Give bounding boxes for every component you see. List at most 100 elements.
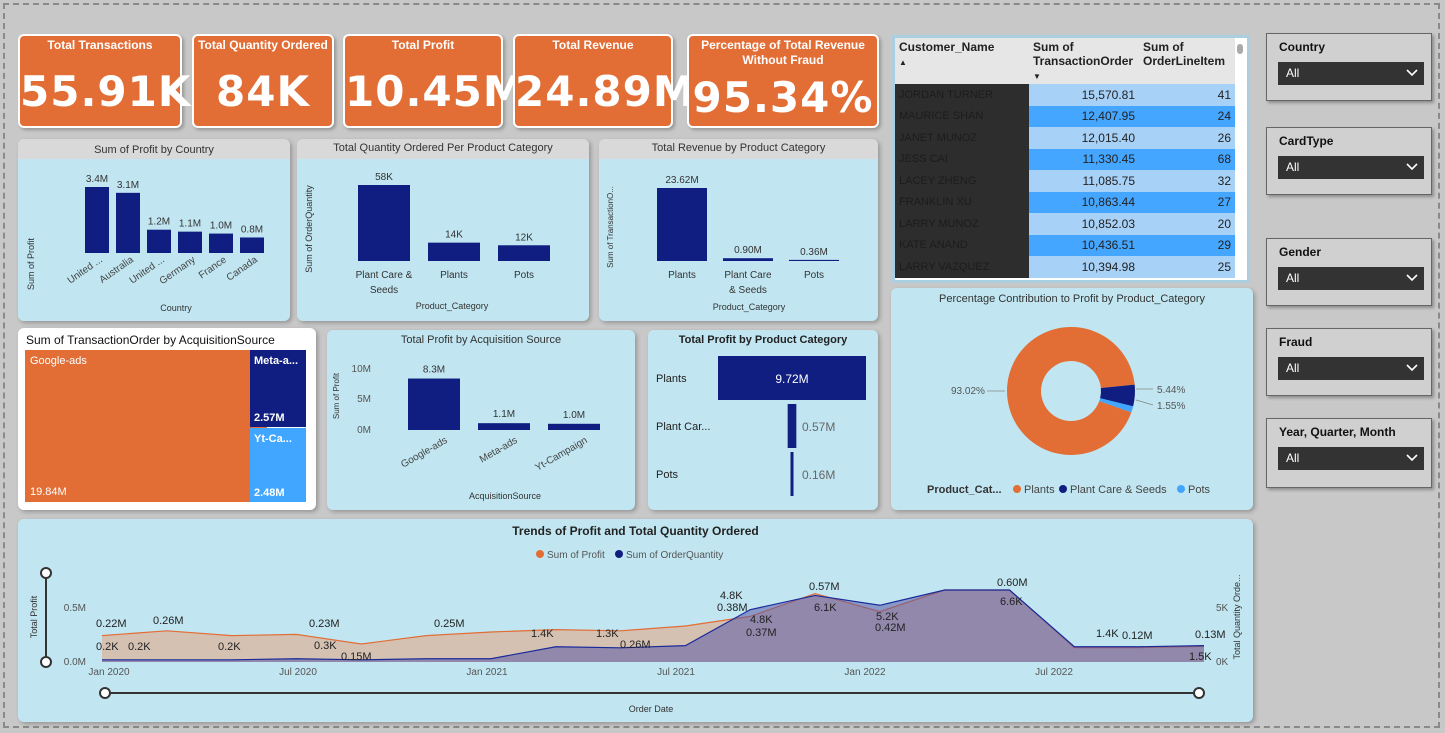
kpi-value: 10.45M [345, 67, 526, 116]
tile-label: Meta-a... [254, 355, 299, 367]
kpi-value: 55.91K [20, 67, 192, 116]
zoom-handle-left[interactable] [99, 687, 111, 699]
data-label: 1.3K [596, 628, 619, 640]
scrollbar-thumb[interactable] [1237, 44, 1243, 54]
treemap-tile-meta-ads[interactable]: Meta-a... 2.57M [250, 350, 306, 427]
chevron-down-icon [1406, 454, 1418, 462]
kpi-title: Total Revenue [552, 38, 634, 52]
data-label: 23.62M [665, 175, 698, 186]
slicer-country[interactable]: Country All [1266, 33, 1432, 101]
table-row[interactable]: LARRY MUNOZ 10,852.03 20 [895, 213, 1235, 235]
zoom-handle-top[interactable] [40, 567, 52, 579]
slicer-label: Gender [1279, 245, 1322, 259]
bar[interactable] [789, 259, 839, 261]
column-header-customer-name[interactable]: Customer_Name ▲ [895, 38, 1029, 84]
treemap-tile-google-ads[interactable]: Google-ads 19.84M [25, 350, 267, 502]
tile-value: 2.57M [254, 412, 285, 424]
treemap-tile-yt-campaign[interactable]: Yt-Ca... 2.48M [250, 428, 306, 502]
cardtype-dropdown[interactable]: All [1278, 156, 1424, 179]
kpi-total-profit[interactable]: Total Profit 10.45M [343, 34, 526, 128]
table-row[interactable]: JESS CAI 11,330.45 68 [895, 148, 1235, 170]
category-label: United ... [66, 254, 105, 286]
y-axis-label: Sum of Profit [332, 372, 341, 419]
bar[interactable] [358, 185, 410, 261]
y-tick-left: 0.5M [64, 603, 86, 614]
data-label: 0.13M [1195, 629, 1226, 641]
bar[interactable] [209, 233, 233, 253]
bar[interactable] [478, 423, 530, 430]
dropdown-value: All [1286, 160, 1300, 174]
customer-name-cell: LARRY VAZQUEZ [895, 256, 1029, 278]
profit-quantity-trend-chart[interactable]: Trends of Profit and Total Quantity Orde… [18, 519, 1253, 722]
table-row[interactable]: JANET MUNOZ 12,015.40 26 [895, 127, 1235, 149]
bar[interactable] [548, 423, 600, 430]
profit-by-country-chart[interactable]: Sum of Profit by Country Sum of Profit C… [18, 139, 290, 321]
transaction-order-cell: 10,863.44 [1029, 191, 1139, 213]
slicer-year-quarter-month[interactable]: Year, Quarter, Month All [1266, 418, 1432, 488]
order-line-item-cell: 27 [1139, 191, 1235, 213]
profit-by-product-category-chart[interactable]: Total Profit by Product Category Plants 9… [648, 330, 878, 510]
category-label: Pots [656, 469, 679, 481]
table-row[interactable]: LACEY ZHENG 11,085.75 32 [895, 170, 1235, 192]
slicer-cardtype[interactable]: CardType All [1266, 127, 1432, 195]
bar[interactable] [790, 452, 794, 496]
kpi-revenue-without-fraud[interactable]: Percentage of Total Revenue Without Frau… [687, 34, 879, 128]
bar[interactable] [718, 356, 866, 400]
zoom-handle-right[interactable] [1193, 687, 1205, 699]
category-label: Plants [656, 373, 687, 385]
customer-table[interactable]: Customer_Name ▲ Sum of TransactionOrder ▼ … [892, 35, 1250, 283]
quantity-by-category-chart[interactable]: Total Quantity Ordered Per Product Categ… [297, 139, 589, 321]
slicer-gender[interactable]: Gender All [1266, 238, 1432, 306]
dropdown-value: All [1286, 361, 1300, 375]
column-header-order-line-item[interactable]: Sum of OrderLineItem [1139, 38, 1235, 84]
kpi-total-revenue[interactable]: Total Revenue 24.89M [513, 34, 695, 128]
profit-contribution-donut[interactable]: Percentage Contribution to Profit by Pro… [891, 288, 1253, 510]
donut-slice[interactable] [1100, 384, 1135, 407]
fraud-dropdown[interactable]: All [1278, 357, 1424, 380]
zoom-handle-bottom[interactable] [40, 656, 52, 668]
bar[interactable] [498, 245, 550, 261]
country-dropdown[interactable]: All [1278, 62, 1424, 85]
table-row[interactable]: FRANKLIN XU 10,863.44 27 [895, 191, 1235, 213]
treemap-acquisition-source[interactable]: Sum of TransactionOrder by AcquisitionSo… [18, 328, 316, 510]
donut-slice[interactable] [1099, 398, 1134, 413]
x-tick: Jan 2022 [844, 667, 886, 678]
donut-slice[interactable] [1007, 327, 1135, 455]
bar[interactable] [85, 187, 109, 253]
header-label: Sum of TransactionOrder [1033, 40, 1134, 68]
table-row[interactable]: LARRY VAZQUEZ 10,394.98 25 [895, 256, 1235, 278]
table-row[interactable]: KATE ANAND 10,436.51 29 [895, 234, 1235, 256]
bar[interactable] [408, 378, 460, 430]
date-hierarchy-dropdown[interactable]: All [1278, 447, 1424, 470]
chart-plot: Sum of Profit Country 3.4M United ... 3.1M… [26, 174, 264, 313]
y-axis-label: Sum of Profit [26, 237, 36, 290]
table-row[interactable]: JORDAN TURNER 15,570.81 41 [895, 84, 1235, 106]
data-label: 14K [445, 230, 463, 241]
customer-name-cell: KATE ANAND [895, 234, 1029, 256]
gender-dropdown[interactable]: All [1278, 267, 1424, 290]
category-label: & Seeds [729, 285, 767, 296]
bar[interactable] [787, 404, 797, 448]
profit-by-source-chart[interactable]: Total Profit by Acquisition Source Sum o… [327, 330, 635, 510]
bar[interactable] [428, 242, 480, 261]
table-row[interactable]: MAURICE SHAN 12,407.95 24 [895, 105, 1235, 127]
column-header-transaction-order[interactable]: Sum of TransactionOrder ▼ [1029, 38, 1139, 84]
kpi-total-quantity[interactable]: Total Quantity Ordered 84K [192, 34, 334, 128]
chart-title: Percentage Contribution to Profit by Pro… [939, 293, 1205, 305]
legend-swatch [1059, 485, 1067, 493]
bar[interactable] [116, 192, 140, 253]
order-line-item-cell: 68 [1139, 148, 1235, 170]
transaction-order-cell: 15,570.81 [1029, 84, 1139, 106]
bar[interactable] [178, 231, 202, 253]
customer-table-grid: Customer_Name ▲ Sum of TransactionOrder ▼ … [895, 38, 1235, 278]
revenue-by-category-chart[interactable]: Total Revenue by Product Category Sum of… [599, 139, 878, 321]
bar[interactable] [723, 258, 773, 261]
x-tick: Jan 2020 [88, 667, 130, 678]
kpi-total-transactions[interactable]: Total Transactions 55.91K [18, 34, 192, 128]
x-tick: Jan 2021 [466, 667, 508, 678]
customer-name-cell: FRANKLIN XU [895, 191, 1029, 213]
bar[interactable] [240, 237, 264, 253]
bar[interactable] [147, 229, 171, 253]
bar[interactable] [657, 188, 707, 261]
slicer-fraud[interactable]: Fraud All [1266, 328, 1432, 396]
